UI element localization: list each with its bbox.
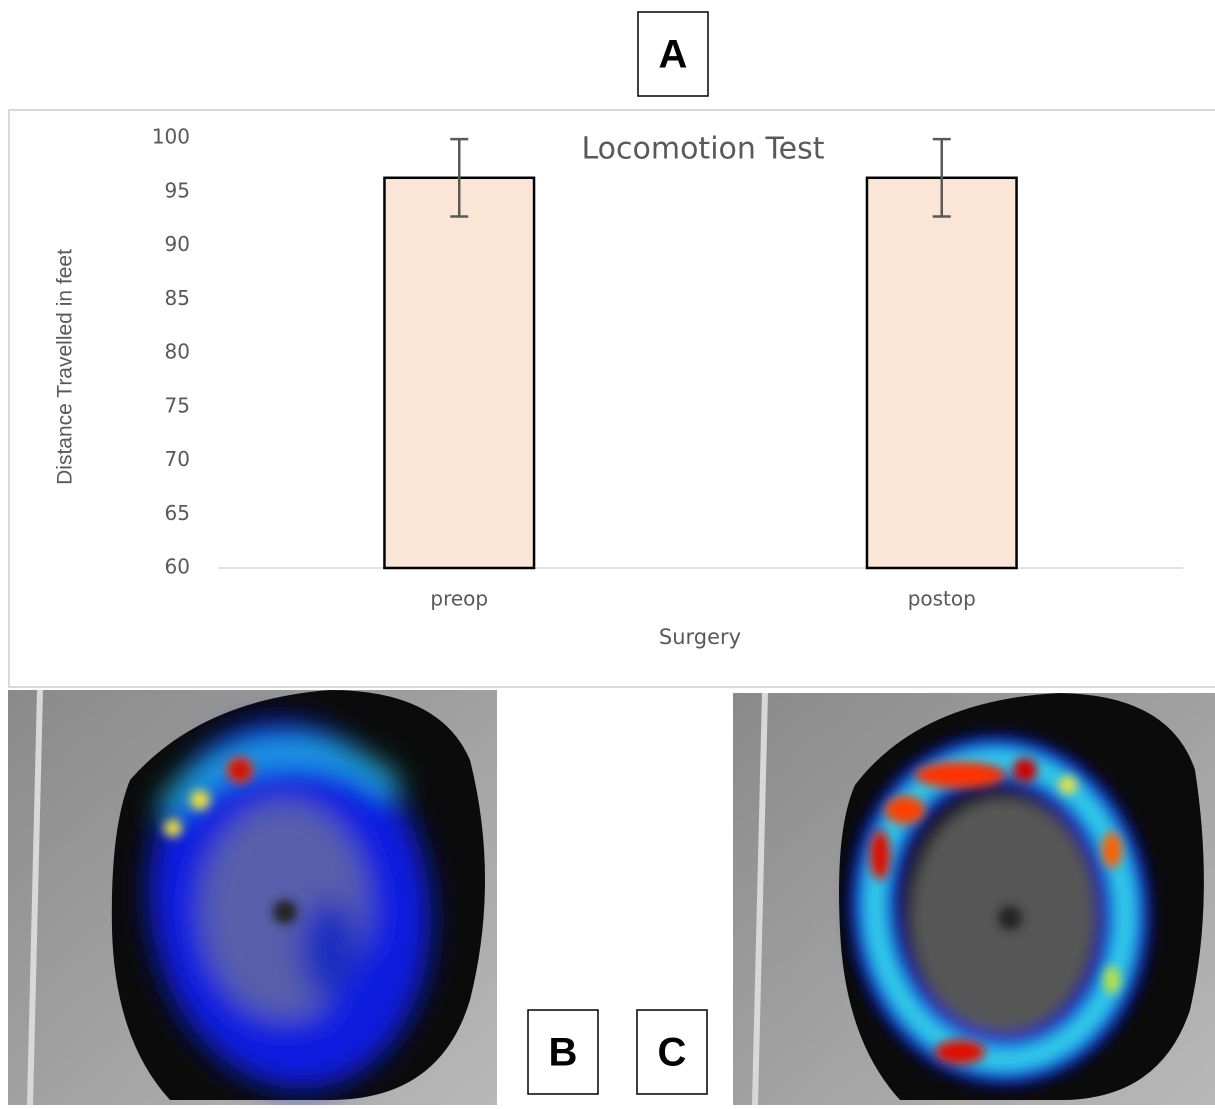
panel-label: A xyxy=(659,33,688,77)
x-tick-label: preop xyxy=(430,587,488,611)
y-tick-label: 60 xyxy=(165,555,190,579)
y-tick-label: 80 xyxy=(165,340,190,364)
y-axis-title: Distance Travelled in feet xyxy=(54,249,77,485)
y-tick-label: 70 xyxy=(165,447,190,471)
y-tick-label: 100 xyxy=(152,125,190,149)
heatmap-postop xyxy=(733,693,1215,1105)
panel-label: B xyxy=(549,1031,578,1075)
bar xyxy=(867,178,1017,568)
y-tick-label: 90 xyxy=(165,232,190,256)
y-tick-label: 75 xyxy=(165,393,190,417)
x-axis-title: Surgery xyxy=(659,625,741,649)
y-tick-label: 85 xyxy=(165,286,190,310)
bar xyxy=(384,178,534,568)
figure: A Locomotion Test Surgery Distance Trave… xyxy=(0,0,1215,1105)
panel-label: C xyxy=(658,1031,687,1075)
chart-title: Locomotion Test xyxy=(581,132,824,167)
y-tick-label: 65 xyxy=(165,501,190,525)
y-tick-label: 95 xyxy=(165,178,190,202)
x-tick-label: postop xyxy=(908,587,976,611)
heatmap-preop xyxy=(8,690,497,1105)
